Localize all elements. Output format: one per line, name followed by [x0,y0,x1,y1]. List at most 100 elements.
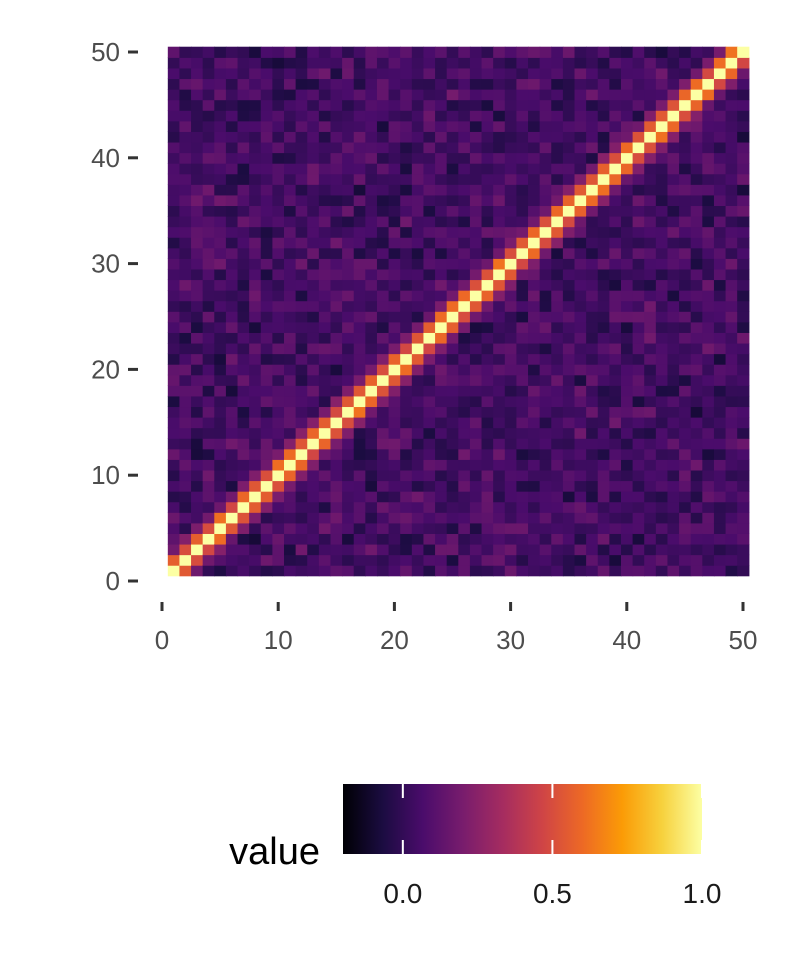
heatmap-cell [702,184,715,196]
heatmap-cell [493,152,506,164]
heatmap-cell [237,543,250,556]
heatmap-cell [702,173,715,185]
heatmap-cell [655,194,669,207]
heatmap-cell [481,131,494,143]
heatmap-cell [167,215,181,228]
heatmap-cell [249,543,262,556]
heatmap-cell [237,438,250,450]
heatmap-cell [388,279,401,291]
heatmap-cell [667,279,680,291]
heatmap-cell [284,258,297,270]
heatmap-cell [307,120,320,132]
heatmap-cell [214,469,227,482]
heatmap-cell [620,554,634,566]
heatmap-cell [551,311,564,323]
heatmap-cell [342,57,355,69]
heatmap-cell [655,205,669,217]
heatmap-cell [469,290,483,302]
heatmap-cell [586,279,599,291]
heatmap-cell [620,491,634,503]
heatmap-cell [295,385,308,397]
heatmap-cell [620,332,634,344]
heatmap-cell [620,163,634,175]
heatmap-cell [737,163,750,175]
heatmap-cell [679,554,692,566]
heatmap-cell [191,543,204,556]
heatmap-cell [644,480,657,492]
heatmap-cell [469,110,483,122]
heatmap-cell [574,501,587,513]
heatmap-cell [260,565,273,577]
heatmap-cell [435,427,448,439]
heatmap-cell [679,448,692,460]
heatmap-cell [504,311,518,323]
heatmap-cell [586,522,599,534]
heatmap-cell [284,543,297,556]
heatmap-cell [737,268,750,281]
heatmap-cell [411,364,425,376]
heatmap-cell [260,512,273,524]
heatmap-cell [365,120,378,132]
heatmap-cell [597,237,610,249]
heatmap-cell [481,110,494,122]
heatmap-cell [342,342,355,355]
heatmap-cell [342,480,355,492]
heatmap-cell [458,78,471,90]
heatmap-cell [435,205,448,217]
heatmap-cell [620,543,634,556]
heatmap-cell [644,522,657,534]
heatmap-cell [609,522,622,534]
heatmap-cell [737,290,750,302]
heatmap-cell [225,110,239,122]
heatmap-cell [609,205,622,217]
heatmap-cell [644,342,657,355]
heatmap-cell [620,57,634,69]
heatmap-cell [562,353,576,365]
heatmap-cells [167,46,750,577]
heatmap-cell [272,469,285,482]
heatmap-cell [667,501,680,513]
heatmap-cell [342,406,355,418]
heatmap-cell [586,205,599,217]
legend-tick-label: 1.0 [683,878,722,909]
heatmap-cell [655,406,669,418]
heatmap-cell [504,237,518,249]
heatmap-cell [400,417,413,429]
heatmap-cell [423,311,436,323]
heatmap-cell [644,205,657,217]
heatmap-cell [551,374,564,386]
heatmap-cell [272,163,285,175]
heatmap-cell [469,353,483,365]
heatmap-cell [504,353,518,365]
heatmap-cell [249,99,262,111]
heatmap-cell [307,205,320,217]
heatmap-cell [632,141,645,154]
heatmap-cell [551,215,564,228]
heatmap-cell [284,89,297,101]
heatmap-cell [493,480,506,492]
heatmap-cell [202,205,215,217]
heatmap-cell [539,448,552,460]
heatmap-cell [481,226,494,238]
heatmap-cell [562,184,576,196]
heatmap-cell [667,194,680,207]
heatmap-cell [214,290,227,302]
heatmap-cell [295,184,308,196]
heatmap-cell [620,311,634,323]
heatmap-cell [504,459,518,471]
heatmap-cell [667,342,680,355]
heatmap-cell [167,163,181,175]
heatmap-cell [725,427,738,439]
heatmap-cell [713,67,727,80]
heatmap-cell [435,279,448,291]
heatmap-cell [516,247,529,259]
heatmap-cell [667,67,680,80]
heatmap-cell [214,438,227,450]
heatmap-cell [458,173,471,185]
heatmap-cell [225,57,239,69]
heatmap-cell [562,163,576,175]
heatmap-cell [702,89,715,101]
heatmap-cell [446,46,459,58]
heatmap-cell [481,205,494,217]
heatmap-cell [690,237,703,249]
